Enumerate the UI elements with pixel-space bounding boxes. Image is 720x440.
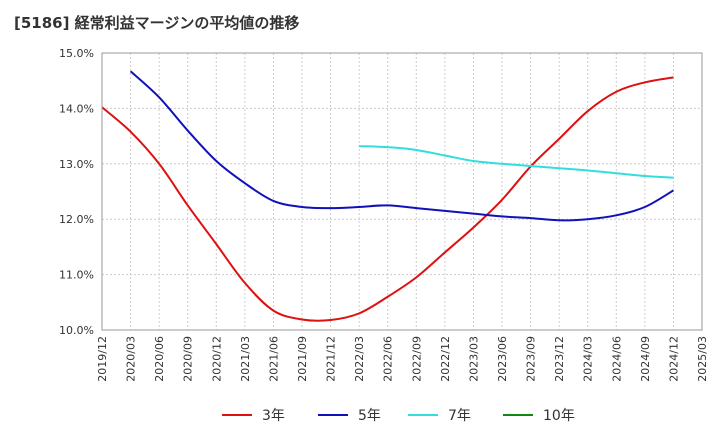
x-tick-label: 2023/03: [467, 336, 480, 382]
legend-label: 7年: [448, 408, 471, 424]
chart-title: [5186] 経常利益マージンの平均値の推移: [14, 14, 300, 32]
x-tick-label: 2021/09: [296, 336, 309, 382]
x-tick-label: 2024/12: [667, 336, 680, 382]
x-tick-label: 2024/03: [582, 336, 595, 382]
y-tick-label: 13.0%: [59, 158, 94, 171]
series-line-3年: [101, 76, 674, 322]
grid-layer: [102, 53, 702, 330]
plot-frame: [101, 52, 703, 331]
legend-label: 10年: [543, 408, 575, 424]
x-tick-label: 2019/12: [96, 336, 109, 382]
x-tick-label: 2021/06: [267, 336, 280, 382]
legend-swatch: [222, 414, 252, 416]
x-tick-label: 2023/12: [553, 336, 566, 382]
x-tick-label: 2025/03: [696, 336, 709, 382]
series-layer: [101, 70, 674, 322]
x-tick-label: 2020/03: [125, 336, 138, 382]
x-tick-label: 2022/12: [439, 336, 452, 382]
x-tick-label: 2024/06: [610, 336, 623, 382]
x-tick-label: 2024/09: [639, 336, 652, 382]
y-tick-label: 11.0%: [59, 269, 94, 282]
legend-label: 5年: [358, 408, 381, 424]
series-line-5年: [129, 70, 674, 222]
x-tick-label: 2020/09: [182, 336, 195, 382]
x-tick-label: 2021/12: [325, 336, 338, 382]
y-tick-label: 10.0%: [59, 324, 94, 337]
x-tick-label: 2023/09: [525, 336, 538, 382]
y-tick-label: 12.0%: [59, 213, 94, 226]
legend-swatch: [318, 414, 348, 416]
x-tick-label: 2022/09: [410, 336, 423, 382]
legend: 3年 5年 7年 10年: [0, 404, 720, 426]
x-tick-label: 2022/06: [382, 336, 395, 382]
legend-swatch: [503, 414, 533, 416]
series-line-7年: [359, 145, 674, 179]
legend-label: 3年: [262, 408, 285, 424]
x-tick-label: 2023/06: [496, 336, 509, 382]
legend-swatch: [408, 414, 438, 416]
legend-item: 5年: [318, 404, 381, 426]
x-tick-label: 2022/03: [353, 336, 366, 382]
x-axis: 2019/12 2020/03 2020/06 2020/09 2020/12 2021/…: [96, 336, 709, 382]
legend-item: 7年: [408, 404, 471, 426]
x-tick-label: 2020/12: [210, 336, 223, 382]
x-tick-label: 2021/03: [239, 336, 252, 382]
legend-item: 3年: [222, 404, 285, 426]
legend-item: 10年: [503, 404, 575, 426]
y-tick-label: 15.0%: [59, 47, 94, 60]
x-tick-label: 2020/06: [153, 336, 166, 382]
y-axis: 10.0% 11.0% 12.0% 13.0% 14.0% 15.0%: [59, 47, 94, 337]
y-tick-label: 14.0%: [59, 102, 94, 115]
